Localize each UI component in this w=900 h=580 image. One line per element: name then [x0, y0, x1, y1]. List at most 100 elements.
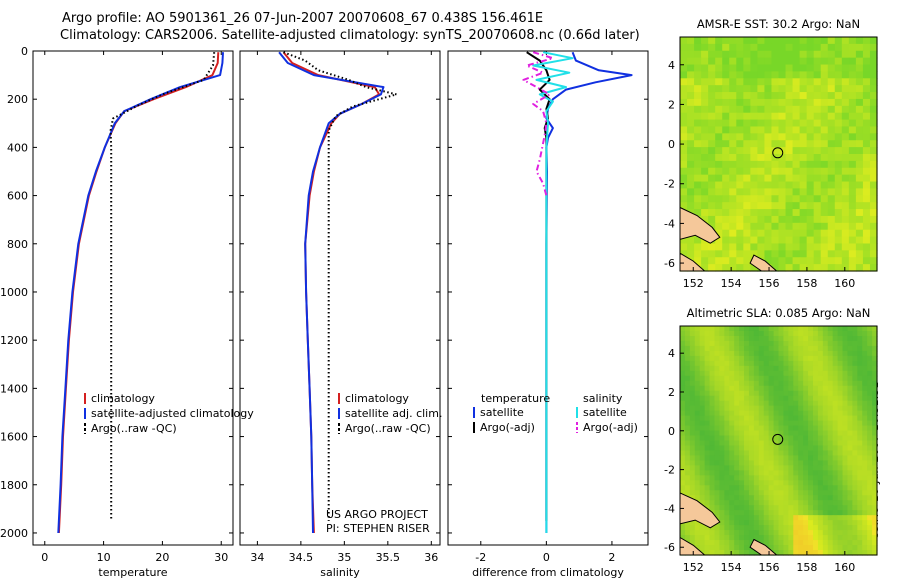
sla-cell: [842, 400, 849, 407]
sla-cell: [739, 505, 745, 511]
sla-cell: [857, 440, 863, 447]
sla-cell: [753, 400, 760, 407]
sla-cell: [783, 435, 789, 442]
sla-cell: [729, 475, 735, 481]
sst-cell: [722, 202, 730, 210]
sst-cell: [820, 78, 829, 86]
sst-cell: [827, 229, 836, 238]
sla-cell: [817, 365, 824, 372]
sla-cell: [689, 420, 696, 427]
sst-cell: [855, 98, 864, 107]
sla-cell: [744, 395, 750, 402]
sla-cell: [788, 345, 794, 352]
sla-cell: [734, 326, 740, 332]
sla-cell: [847, 540, 853, 546]
sla-cell: [803, 335, 809, 342]
temp-ytick-label: 0: [21, 45, 28, 58]
sst-cell: [785, 92, 794, 100]
sst-cell: [715, 181, 723, 190]
sla-cell: [867, 410, 873, 417]
sla-cell: [808, 335, 814, 342]
temp-ytick-label: 1000: [0, 286, 28, 299]
sla-cell: [734, 525, 740, 531]
sst-cell: [694, 92, 702, 100]
sla-cell: [857, 340, 863, 347]
sst-cell: [694, 140, 702, 148]
sla-cell: [808, 420, 814, 427]
sla-cell: [689, 395, 696, 402]
sla-cell: [798, 510, 804, 516]
sst-cell: [701, 264, 709, 272]
sst-cell: [701, 64, 709, 73]
sla-cell: [778, 525, 785, 531]
sla-cell: [680, 355, 686, 362]
sla-cell: [724, 520, 730, 526]
sla-cell: [847, 435, 853, 442]
sst-cell: [841, 215, 850, 224]
sla-cell: [773, 495, 780, 501]
sla-cell: [724, 380, 730, 387]
sst-cell: [694, 85, 702, 93]
sla-cell: [852, 490, 858, 496]
sla-cell: [857, 380, 863, 387]
sla-cell: [699, 365, 706, 372]
sla-cell: [788, 330, 794, 337]
sst-cell: [757, 140, 766, 148]
sla-cell: [812, 425, 819, 432]
sla-cell: [680, 430, 686, 437]
sst-cell: [701, 98, 709, 107]
sla-cell: [872, 495, 878, 501]
sla-cell: [773, 435, 780, 442]
sst-cell: [771, 71, 780, 79]
sla-cell: [744, 460, 750, 466]
sst-cell: [785, 57, 794, 66]
sst-cell: [722, 112, 730, 121]
sla-cell: [808, 415, 814, 422]
sla-cell: [680, 470, 686, 476]
sla-cell: [832, 326, 839, 332]
sla-cell: [847, 490, 853, 496]
sla-cell: [803, 500, 809, 506]
sla-cell: [704, 410, 711, 417]
sla-cell: [699, 435, 706, 442]
sst-cell: [806, 236, 815, 245]
sla-cell: [817, 505, 824, 511]
sst-cell: [785, 154, 794, 162]
sst-cell: [820, 50, 829, 59]
sst-cell: [694, 160, 702, 169]
sla-cell: [798, 350, 804, 357]
sla-cell: [758, 375, 765, 382]
sla-cell: [862, 420, 868, 427]
sla-cell: [872, 490, 878, 496]
sla-cell: [739, 470, 745, 476]
sla-cell: [704, 390, 711, 397]
sla-cell: [739, 465, 745, 471]
sst-cell: [806, 50, 815, 59]
sla-cell: [822, 460, 829, 466]
sla-cell: [739, 330, 745, 337]
sla-cell: [768, 510, 775, 516]
sla-cell: [758, 505, 765, 511]
sla-cell: [709, 435, 716, 442]
sla-cell: [680, 345, 686, 352]
sst-cell: [736, 147, 744, 155]
sst-cell: [701, 92, 709, 100]
sla-cell: [857, 435, 863, 442]
sst-cell: [855, 181, 864, 190]
sla-cell: [793, 420, 799, 427]
sla-cell: [793, 520, 799, 526]
sla-cell: [729, 430, 735, 437]
sla-cell: [788, 370, 794, 377]
sla-cell: [778, 495, 785, 501]
sal-xtick-label: 36: [424, 551, 438, 564]
sla-cell: [817, 326, 824, 332]
sla-cell: [847, 415, 853, 422]
diff-xtick-label: -2: [475, 551, 486, 564]
sla-cell: [734, 410, 740, 417]
sla-cell: [753, 485, 760, 491]
sla-cell: [783, 365, 789, 372]
sla-cell: [753, 505, 760, 511]
sla-cell: [837, 395, 844, 402]
sla-cell: [729, 515, 735, 521]
sla-cell: [867, 435, 873, 442]
